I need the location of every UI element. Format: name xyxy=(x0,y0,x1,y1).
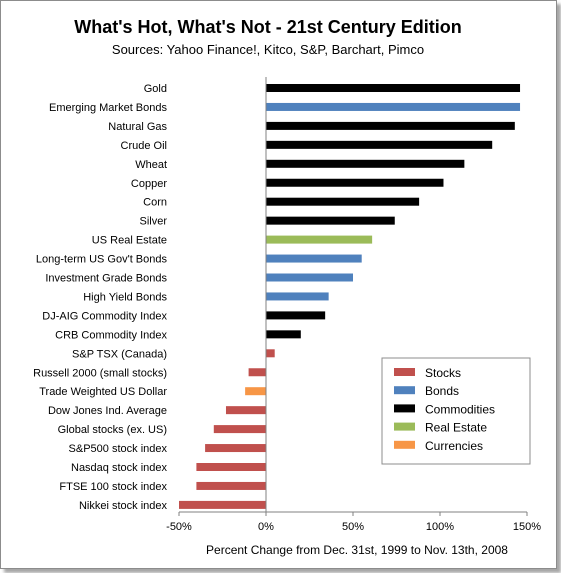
category-label: S&P TSX (Canada) xyxy=(72,348,167,360)
bar xyxy=(266,102,521,111)
category-label: Investment Grade Bonds xyxy=(45,273,167,285)
bar xyxy=(205,444,266,453)
category-label: Trade Weighted US Dollar xyxy=(39,386,167,398)
legend-swatch xyxy=(394,422,415,431)
bar xyxy=(266,84,521,92)
bar xyxy=(245,387,266,396)
bar xyxy=(266,292,329,301)
category-label: Nikkei stock index xyxy=(79,500,168,512)
category-label: Global stocks (ex. US) xyxy=(58,424,167,436)
legend-swatch xyxy=(394,368,415,376)
category-label: Gold xyxy=(144,83,167,95)
legend-label: Stocks xyxy=(425,366,461,380)
legend-label: Real Estate xyxy=(425,421,487,435)
category-label: Russell 2000 (small stocks) xyxy=(33,367,167,379)
category-label: CRB Commodity Index xyxy=(55,329,167,341)
category-label: Natural Gas xyxy=(108,121,167,133)
x-tick-label: 50% xyxy=(342,521,364,533)
category-label: Corn xyxy=(143,197,167,209)
category-label: Nasdaq stock index xyxy=(71,462,167,474)
bar xyxy=(225,406,266,415)
category-label: Wheat xyxy=(135,159,167,171)
legend-label: Commodities xyxy=(425,402,495,416)
bar xyxy=(266,140,493,149)
x-tick-label: -50% xyxy=(166,521,192,533)
category-label: High Yield Bonds xyxy=(83,291,167,303)
x-tick-label: 150% xyxy=(513,521,541,533)
x-axis-ticks: -50% 0% 50% 100% 150% xyxy=(166,512,541,533)
category-label: Copper xyxy=(131,178,167,190)
legend-swatch xyxy=(394,440,415,449)
bar xyxy=(196,481,266,490)
bar xyxy=(266,121,515,130)
category-label: DJ-AIG Commodity Index xyxy=(42,310,167,322)
legend-swatch xyxy=(394,404,415,413)
category-label: S&P500 stock index xyxy=(69,443,168,455)
bar xyxy=(266,254,362,263)
category-label: Crude Oil xyxy=(121,140,167,152)
bar xyxy=(248,368,266,377)
legend-label: Bonds xyxy=(425,384,459,398)
chart-title: What's Hot, What's Not - 21st Century Ed… xyxy=(74,17,462,37)
bar xyxy=(266,235,373,244)
bars-layer xyxy=(179,84,521,509)
bar xyxy=(213,425,266,434)
category-labels: Gold Emerging Market Bonds Natural Gas Crud… xyxy=(33,83,167,512)
bar xyxy=(266,311,326,320)
bar xyxy=(266,159,465,168)
bar xyxy=(196,463,266,471)
legend: Stocks Bonds Commodities Real Estate Currenc… xyxy=(381,357,531,465)
bar xyxy=(266,178,444,187)
category-label: Dow Jones Ind. Average xyxy=(48,405,167,417)
bar xyxy=(266,197,420,206)
x-axis-title: Percent Change from Dec. 31st, 1999 to N… xyxy=(206,543,508,557)
legend-swatch xyxy=(394,386,415,395)
bar xyxy=(179,500,266,509)
category-label: FTSE 100 stock index xyxy=(59,481,167,493)
x-tick-label: 100% xyxy=(426,521,454,533)
category-label: Long-term US Gov't Bonds xyxy=(36,254,168,266)
bar xyxy=(266,216,395,225)
category-label: US Real Estate xyxy=(92,235,167,247)
bar xyxy=(266,273,353,282)
category-label: Emerging Market Bonds xyxy=(49,102,167,114)
legend-label: Currencies xyxy=(425,439,483,453)
x-tick-label: 0% xyxy=(258,521,274,533)
chart-subtitle: Sources: Yahoo Finance!, Kitco, S&P, Bar… xyxy=(112,42,424,57)
bar xyxy=(266,330,301,339)
category-label: Silver xyxy=(139,216,167,228)
bar xyxy=(266,349,275,358)
bar-chart: What's Hot, What's Not - 21st Century Ed… xyxy=(33,17,541,557)
